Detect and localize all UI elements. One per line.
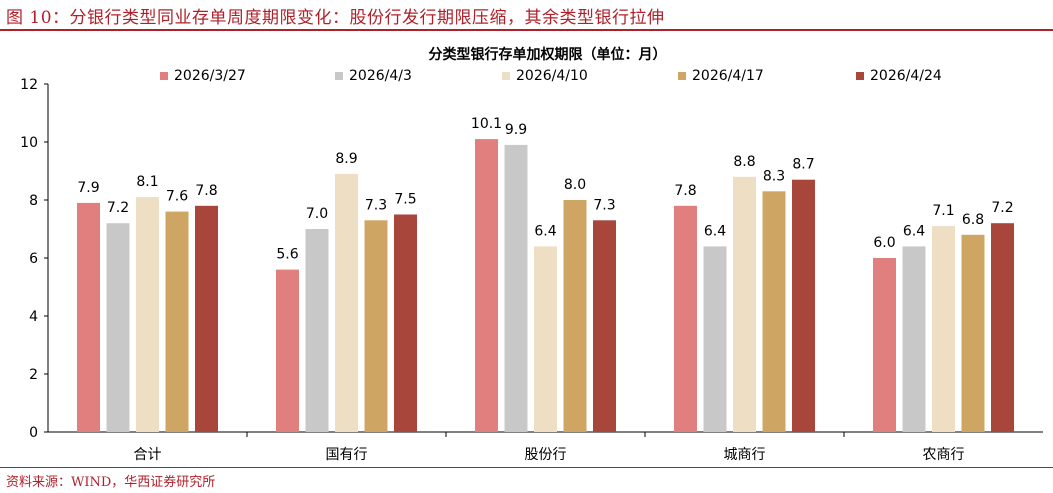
legend-swatch — [502, 72, 510, 80]
legend-label: 2026/4/3 — [349, 68, 412, 84]
data-label: 10.1 — [471, 116, 502, 132]
category-label: 城商行 — [724, 447, 766, 463]
source-divider — [0, 467, 1053, 468]
title-divider — [0, 29, 1053, 31]
bar — [563, 200, 587, 432]
legend-label: 2026/4/24 — [870, 68, 942, 84]
bar — [762, 191, 786, 432]
bar — [475, 139, 498, 432]
data-label: 8.8 — [733, 154, 755, 170]
category-label: 合计 — [134, 447, 162, 463]
y-tick-label: 0 — [29, 425, 38, 441]
chart-title: 分类型银行存单加权期限（单位：月） — [429, 46, 667, 63]
bar — [195, 205, 218, 432]
bar — [394, 214, 417, 432]
data-label: 7.5 — [394, 192, 416, 208]
data-label: 6.0 — [873, 235, 895, 251]
data-label: 9.9 — [505, 122, 527, 138]
data-label: 8.0 — [564, 177, 586, 193]
category-label: 股份行 — [525, 447, 567, 463]
bar — [335, 173, 358, 432]
data-label: 8.7 — [792, 157, 814, 173]
data-label: 8.1 — [136, 174, 158, 190]
bar — [136, 197, 159, 432]
bar — [305, 229, 329, 432]
bar — [674, 205, 697, 432]
bar — [733, 176, 756, 432]
bar — [534, 246, 557, 432]
data-label: 5.6 — [276, 247, 298, 263]
legend-label: 2026/4/17 — [692, 68, 764, 84]
y-tick-label: 4 — [29, 309, 38, 325]
bar — [276, 269, 299, 432]
data-label: 7.2 — [991, 200, 1013, 216]
data-label: 7.8 — [674, 183, 696, 199]
bar — [961, 234, 985, 432]
legend-swatch — [856, 72, 864, 80]
bar-chart: 分类型银行存单加权期限（单位：月） 2026/3/27 2026/4/3 2026/4… — [20, 46, 1043, 463]
bar — [364, 220, 388, 432]
y-tick-label: 12 — [20, 77, 38, 93]
bar — [77, 202, 100, 432]
data-label: 6.4 — [704, 223, 726, 239]
bar — [902, 246, 926, 432]
y-tick-label: 2 — [29, 367, 38, 383]
data-label: 7.0 — [306, 206, 328, 222]
bar — [703, 246, 727, 432]
data-label: 7.8 — [195, 183, 217, 199]
bar — [165, 211, 189, 432]
bar — [504, 144, 528, 432]
data-label: 8.9 — [335, 151, 357, 167]
legend-swatch — [678, 72, 686, 80]
bar — [593, 220, 616, 432]
bar — [873, 258, 896, 432]
y-tick-label: 10 — [20, 135, 38, 151]
legend-label: 2026/4/10 — [516, 68, 588, 84]
bar — [106, 223, 130, 432]
data-label: 7.6 — [166, 189, 188, 205]
category-label: 国有行 — [326, 447, 368, 463]
y-tick-label: 8 — [29, 193, 38, 209]
data-label: 8.3 — [763, 168, 785, 184]
legend-swatch — [160, 72, 168, 80]
bar — [932, 226, 955, 432]
data-label: 7.3 — [593, 197, 615, 213]
data-label: 7.2 — [107, 200, 129, 216]
y-tick-label: 6 — [29, 251, 38, 267]
source-note: 资料来源：WIND，华西证券研究所 — [6, 475, 216, 490]
data-label: 6.4 — [534, 223, 556, 239]
data-label: 6.4 — [903, 223, 925, 239]
category-label: 农商行 — [923, 447, 965, 463]
data-label: 7.9 — [77, 180, 99, 196]
data-label: 7.1 — [932, 203, 954, 219]
legend-label: 2026/3/27 — [174, 68, 246, 84]
data-label: 7.3 — [365, 197, 387, 213]
data-label: 6.8 — [962, 212, 984, 228]
figure-title: 图 10：分银行类型同业存单周度期限变化：股份行发行期限压缩，其余类型银行拉伸 — [6, 8, 665, 28]
bar — [792, 179, 815, 432]
bar — [991, 223, 1014, 432]
legend-swatch — [335, 72, 343, 80]
